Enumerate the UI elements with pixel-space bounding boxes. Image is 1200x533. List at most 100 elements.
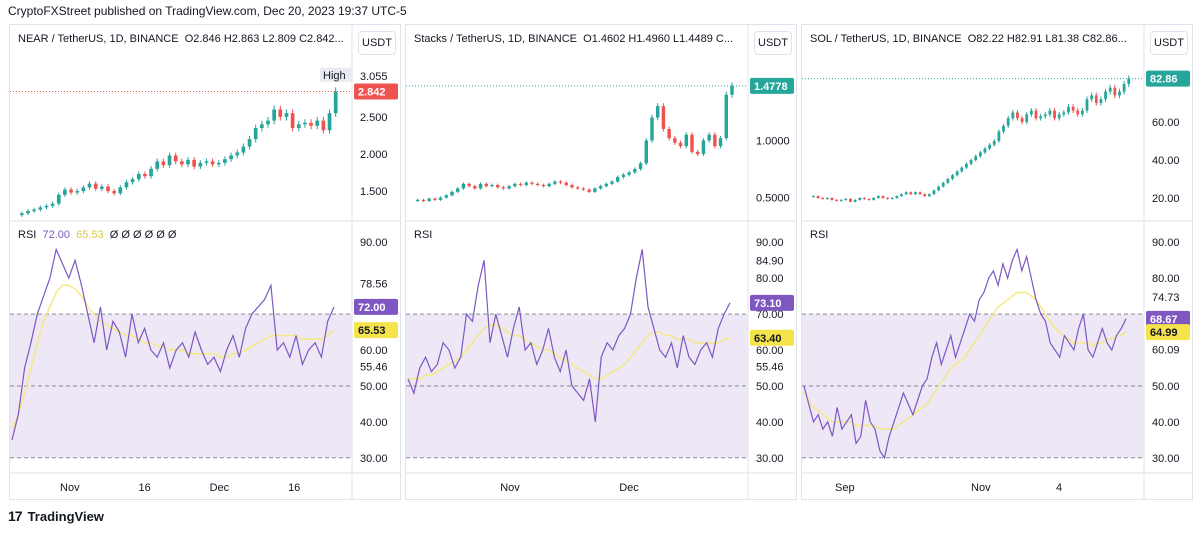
candle-body [444, 195, 448, 198]
candle-body [416, 199, 420, 201]
candle-body [473, 186, 477, 189]
rsi-tick-label: 90.00 [1152, 237, 1180, 249]
rsi-ma-label: 64.99 [1150, 327, 1178, 339]
rsi-tick-label: 40.00 [1152, 417, 1180, 429]
candle-body [296, 124, 301, 129]
candle-body [204, 161, 209, 163]
candle-body [863, 198, 866, 199]
candle-body [321, 120, 326, 131]
candle-body [724, 94, 728, 139]
candle-body [1053, 110, 1056, 119]
candle-body [507, 186, 511, 189]
candle-body [690, 134, 694, 152]
candle-body [81, 187, 86, 192]
candle-body [1006, 118, 1010, 126]
candle-body [63, 189, 67, 195]
chart-panel-stacks[interactable]: 1.0000 0.5000 1.4778 90.00 84.90 80.00 70.00 60… [405, 24, 797, 500]
candle-body [1094, 95, 1098, 103]
chart-panel-near[interactable]: 3.055 2.500 2.000 1.500 High 2.842 90.00 78.56 6… [9, 24, 401, 500]
rsi-line [11, 247, 335, 440]
currency-button[interactable]: USDT [1150, 31, 1188, 55]
time-tick-label: Nov [971, 482, 991, 494]
rsi-tick-label: 60.00 [360, 345, 388, 357]
candle-body [541, 185, 546, 187]
candle-body [895, 196, 899, 198]
candle-body [941, 182, 945, 187]
footer-brand[interactable]: 17 TradingView [8, 508, 104, 524]
time-tick-label: Nov [500, 482, 520, 494]
rsi-value-label: 72.00 [358, 302, 386, 314]
currency-button[interactable]: USDT [754, 31, 792, 55]
last-price-badge [354, 83, 398, 100]
candle-body [106, 186, 110, 192]
candle-body [570, 185, 574, 188]
rsi-tick-label: 74.73 [1152, 292, 1180, 304]
candle-body [490, 185, 494, 187]
candle-body [1108, 87, 1112, 92]
chart-svg-stacks[interactable]: 1.0000 0.5000 1.4778 90.00 84.90 80.00 70.00 60… [406, 25, 796, 499]
candle-body [1080, 110, 1084, 115]
candle-body [946, 179, 950, 183]
last-price-label: 2.842 [358, 87, 386, 99]
candle-body [633, 169, 637, 173]
price-tick-label: 2.000 [360, 149, 388, 161]
rsi-tick-label: 50.00 [360, 381, 388, 393]
candle-body [969, 160, 973, 164]
candle-body [900, 194, 903, 197]
candle-body [216, 162, 221, 165]
candle-body [684, 134, 688, 147]
price-tick-label: 40.00 [1152, 155, 1180, 167]
candle-body [438, 197, 443, 200]
candle-body [825, 198, 829, 199]
candle-body [983, 148, 987, 153]
candle-body [904, 192, 908, 195]
candle-body [610, 181, 614, 184]
candle-body [621, 174, 626, 177]
chart-title-near: NEAR / TetherUS, 1D, BINANCE O2.846 H2.8… [18, 33, 344, 45]
candle-body [978, 152, 982, 157]
candle-body [1118, 91, 1121, 96]
candle-body [247, 139, 252, 147]
candle-body [496, 185, 500, 188]
rsi-line [407, 249, 731, 422]
candle-body [886, 198, 889, 199]
candle-body [598, 186, 603, 189]
candle-body [1122, 84, 1126, 92]
candle-body [553, 181, 557, 184]
rsi-tick-label: 78.56 [360, 278, 388, 290]
candle-body [427, 198, 431, 201]
tradingview-logo-icon: 17 [8, 508, 23, 524]
candle-body [1016, 112, 1019, 119]
rsi-tick-label: 55.46 [756, 361, 784, 373]
candle-body [951, 175, 954, 179]
price-tick-label: 20.00 [1152, 193, 1180, 205]
candle-body [816, 196, 820, 198]
candle-body [914, 192, 917, 195]
rsi-tick-label: 90.00 [756, 237, 784, 249]
rsi-tick-label: 50.00 [756, 381, 784, 393]
candle-body [38, 207, 43, 210]
rsi-tick-label: 55.46 [360, 361, 388, 373]
candle-body [812, 196, 815, 198]
rsi-tick-label: 70.00 [756, 309, 784, 321]
candle-body [872, 198, 876, 200]
candle-body [198, 162, 203, 167]
candle-body [186, 159, 190, 165]
candle-body [997, 131, 1001, 141]
candle-body [1057, 114, 1061, 119]
rsi-value-label: 68.67 [1150, 314, 1178, 326]
candle-body [1113, 87, 1117, 96]
chart-svg-near[interactable]: 3.055 2.500 2.000 1.500 High 2.842 90.00 78.56 6… [10, 25, 400, 499]
chart-panel-sol[interactable]: 60.00 40.00 20.00 82.86 90.00 80.00 74.73 60.09… [801, 24, 1193, 500]
currency-button[interactable]: USDT [358, 31, 396, 55]
candle-body [909, 192, 913, 195]
candle-body [229, 155, 233, 160]
candle-body [876, 196, 880, 198]
candle-body [581, 188, 586, 190]
candle-body [272, 109, 276, 121]
candle-body [890, 198, 894, 199]
candle-body [536, 183, 540, 185]
chart-svg-sol[interactable]: 60.00 40.00 20.00 82.86 90.00 80.00 74.73 60.09… [802, 25, 1192, 499]
candle-body [1043, 114, 1047, 117]
candle-body [149, 168, 153, 177]
